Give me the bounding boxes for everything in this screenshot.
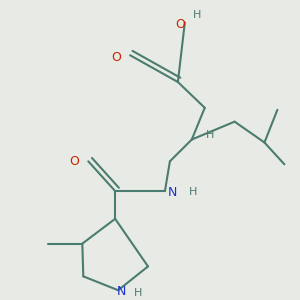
Text: N: N: [168, 186, 178, 199]
Text: H: H: [193, 10, 201, 20]
Text: O: O: [69, 155, 79, 168]
Text: O: O: [111, 51, 121, 64]
Text: N: N: [116, 285, 126, 298]
Text: H: H: [134, 288, 142, 298]
Text: O: O: [175, 18, 185, 31]
Text: H: H: [189, 187, 197, 197]
Text: H: H: [206, 130, 214, 140]
